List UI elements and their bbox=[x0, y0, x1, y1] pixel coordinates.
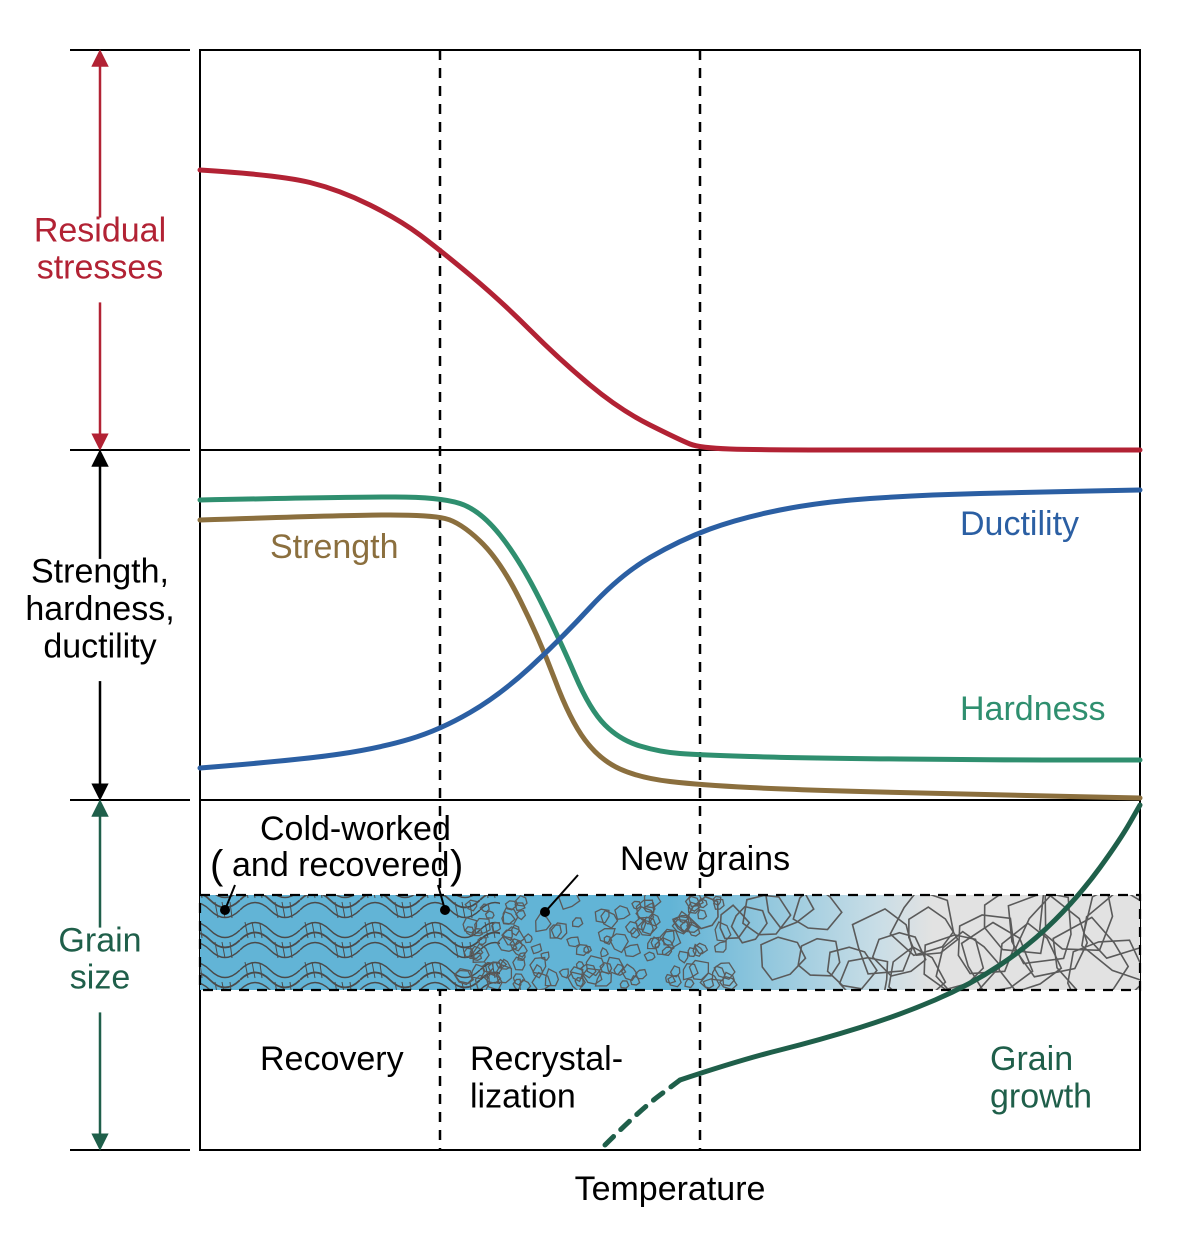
curve-label-hardness: Hardness bbox=[960, 690, 1106, 728]
leader-dot-new bbox=[540, 907, 550, 917]
curve-residual bbox=[200, 170, 1140, 450]
xaxis-label: Temperature bbox=[575, 1170, 766, 1208]
region-label: Recovery bbox=[260, 1040, 404, 1078]
micro-label-cold1: Cold-worked bbox=[260, 810, 451, 848]
curve-label-strength: Strength bbox=[270, 528, 399, 566]
region-label: Graingrowth bbox=[990, 1040, 1092, 1115]
leader-dot-cold2 bbox=[440, 905, 450, 915]
curve-label-ductility: Ductility bbox=[960, 505, 1079, 543]
paren-left: ( bbox=[210, 843, 224, 887]
ylabel-strength: Strength,hardness,ductility bbox=[25, 553, 174, 666]
leader-dot-cold1 bbox=[220, 905, 230, 915]
curve-grain-dash bbox=[605, 1080, 680, 1145]
paren-right: ) bbox=[450, 843, 463, 887]
micro-label-newgrains: New grains bbox=[620, 840, 790, 878]
ylabel-residual: Residualstresses bbox=[34, 211, 166, 286]
ylabel-grain: Grainsize bbox=[58, 921, 141, 996]
micro-label-cold2: and recovered bbox=[232, 846, 449, 884]
region-label: Recrystal-lization bbox=[470, 1040, 623, 1115]
